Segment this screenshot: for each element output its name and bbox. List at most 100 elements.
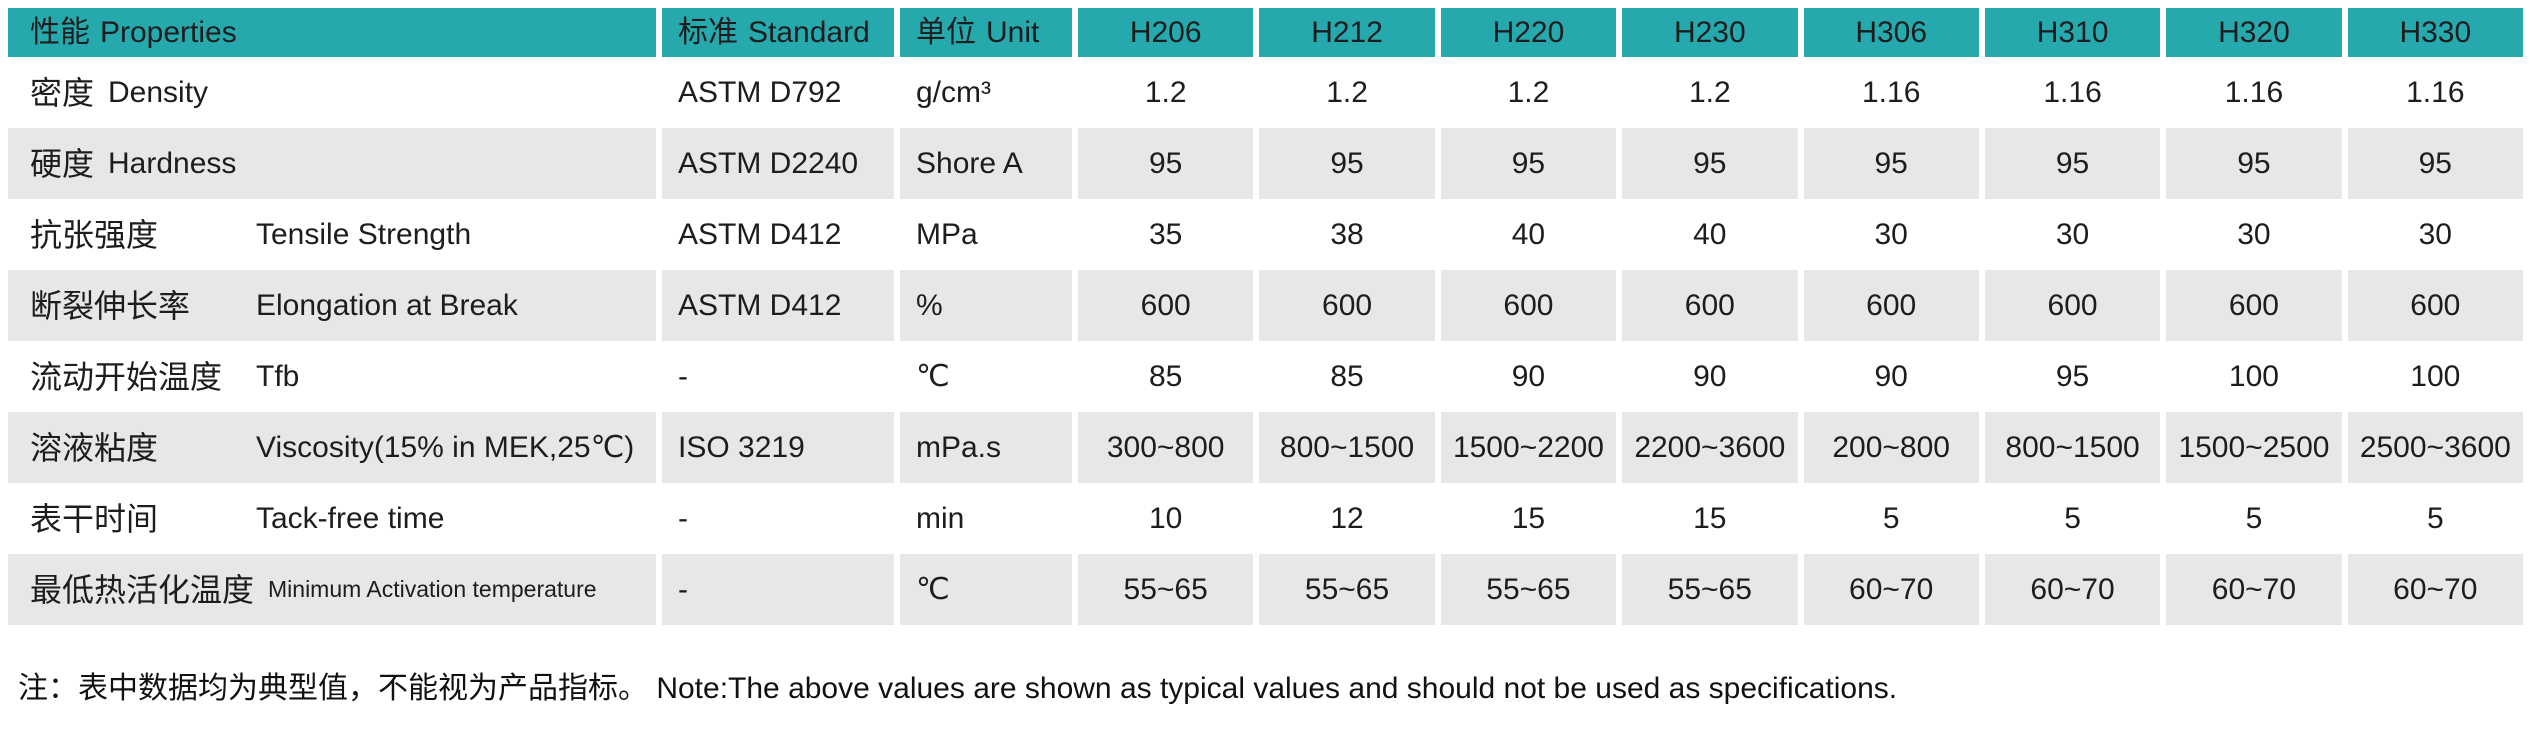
properties-header-cell: 性能 Properties <box>8 8 656 57</box>
unit-cell: min <box>916 501 965 535</box>
property-label-en: Minimum Activation temperature <box>268 576 597 602</box>
spec-row: 硬度 Hardness ASTM D2240 Shore A 95 95 95 95 95 95 9… <box>8 128 2523 199</box>
unit-cell: Shore A <box>900 128 1072 199</box>
property-cell: 流动开始温度 Tfb <box>8 341 656 412</box>
property-label-zh: 最低热活化温度 <box>30 571 255 608</box>
property-cell: 表干时间 Tack-free time <box>8 483 656 554</box>
property-label-zh: 流动开始温度 <box>30 358 223 395</box>
value-cell: 90 <box>1511 359 1546 393</box>
header-row: 性能 Properties 标准 Standard 单位 Unit H206 H2… <box>8 8 2523 57</box>
property-label-en: Tack-free time <box>256 501 445 535</box>
value-cell: 95 <box>1440 128 1617 199</box>
value-cell: 60~70 <box>2347 554 2523 625</box>
value-cell: 35 <box>1149 217 1183 251</box>
unit-header-en: Unit <box>986 15 1040 49</box>
value-cell: 200~800 <box>1803 412 1979 483</box>
value-cell: 1.2 <box>1326 75 1368 109</box>
property-cell: 抗张强度 Tensile Strength <box>8 199 656 270</box>
value-cell: 2200~3600 <box>1622 412 1798 483</box>
value-cell: 5 <box>2245 501 2263 535</box>
value-cell: 600 <box>1440 270 1617 341</box>
properties-header-en: Properties <box>100 15 237 49</box>
standard-cell: ASTM D412 <box>662 270 894 341</box>
standard-header-cell: 标准 Standard <box>662 8 894 57</box>
value-cell: 2500~3600 <box>2347 412 2523 483</box>
value-cell: 10 <box>1149 501 1183 535</box>
value-cell: 85 <box>1149 359 1183 393</box>
value-cell: 55~65 <box>1440 554 1617 625</box>
value-cell: 1.16 <box>2043 75 2102 109</box>
property-cell: 溶液粘度 Viscosity(15% in MEK,25℃) <box>8 412 656 483</box>
value-cell: 55~65 <box>1078 554 1254 625</box>
property-label-zh: 断裂伸长率 <box>30 287 191 324</box>
value-cell: 95 <box>1259 128 1435 199</box>
product-header-cell: H330 <box>2347 8 2523 57</box>
value-cell: 95 <box>1803 128 1979 199</box>
value-cell: 1.2 <box>1688 75 1731 109</box>
unit-cell: % <box>900 270 1072 341</box>
value-cell: 95 <box>2347 128 2523 199</box>
standard-header-en: Standard <box>748 15 870 49</box>
property-cell: 最低热活化温度 Minimum Activation temperature <box>8 554 656 625</box>
property-label-zh: 溶液粘度 <box>30 429 159 466</box>
product-header-cell: H320 <box>2166 8 2342 57</box>
value-cell: 38 <box>1330 217 1364 251</box>
spec-table-body: 性能 Properties 标准 Standard 单位 Unit H206 H2… <box>8 8 2523 625</box>
value-cell: 5 <box>1882 501 1900 535</box>
value-cell: 60~70 <box>2166 554 2342 625</box>
value-cell: 100 <box>2228 359 2279 393</box>
value-cell: 95 <box>2166 128 2342 199</box>
product-header-cell: H206 <box>1078 8 1254 57</box>
value-cell: 1.16 <box>1861 75 1921 109</box>
property-label-en: Tfb <box>256 359 300 393</box>
value-cell: 600 <box>1803 270 1979 341</box>
value-cell: 300~800 <box>1078 412 1254 483</box>
value-cell: 30 <box>2055 217 2090 251</box>
value-cell: 1.2 <box>1144 75 1187 109</box>
value-cell: 90 <box>1874 359 1908 393</box>
property-label-en: Density <box>108 75 209 109</box>
unit-header-cell: 单位 Unit <box>900 8 1072 57</box>
value-cell: 5 <box>2064 501 2081 535</box>
value-cell: 95 <box>1622 128 1798 199</box>
value-cell: 1.16 <box>2406 75 2465 109</box>
value-cell: 90 <box>1693 359 1727 393</box>
value-cell: 95 <box>1078 128 1254 199</box>
property-label-zh: 硬度 <box>30 145 95 182</box>
value-cell: 95 <box>1984 128 2161 199</box>
standard-cell: - <box>678 501 688 535</box>
standard-cell: ISO 3219 <box>662 412 894 483</box>
property-label-en: Tensile Strength <box>256 217 472 251</box>
properties-header-zh: 性能 <box>30 15 90 49</box>
value-cell: 5 <box>2426 501 2444 535</box>
property-label-zh: 表干时间 <box>30 500 159 537</box>
unit-cell: ℃ <box>916 359 950 393</box>
unit-cell: ℃ <box>900 554 1072 625</box>
standard-header-zh: 标准 <box>678 15 738 49</box>
value-cell: 1.16 <box>2224 75 2284 109</box>
property-cell: 密度 Density <box>8 57 656 128</box>
property-label-zh: 抗张强度 <box>30 216 159 253</box>
value-cell: 1500~2200 <box>1440 412 1617 483</box>
value-cell: 40 <box>1693 217 1727 251</box>
value-cell: 60~70 <box>1803 554 1979 625</box>
spec-row: 溶液粘度 Viscosity(15% in MEK,25℃) ISO 3219 mPa… <box>8 412 2523 483</box>
value-cell: 15 <box>1693 501 1727 535</box>
property-label-en: Viscosity(15% in MEK,25℃) <box>256 430 635 464</box>
value-cell: 95 <box>2055 359 2090 393</box>
value-cell: 100 <box>2410 359 2461 393</box>
property-cell: 硬度 Hardness <box>8 128 656 199</box>
product-header-cell: H230 <box>1622 8 1798 57</box>
standard-cell: - <box>678 359 688 393</box>
value-cell: 55~65 <box>1259 554 1435 625</box>
spec-row: 流动开始温度 Tfb - ℃ 85 85 90 90 90 95 100 100 <box>8 341 2523 412</box>
footnote: 注：表中数据均为典型值，不能视为产品指标。 Note:The above val… <box>18 672 1898 705</box>
unit-header-zh: 单位 <box>916 15 976 49</box>
value-cell: 800~1500 <box>1259 412 1435 483</box>
value-cell: 600 <box>1622 270 1798 341</box>
value-cell: 1500~2500 <box>2166 412 2342 483</box>
value-cell: 600 <box>2347 270 2523 341</box>
value-cell: 12 <box>1330 501 1364 535</box>
property-label-en: Elongation at Break <box>256 288 518 322</box>
product-header-cell: H306 <box>1803 8 1979 57</box>
